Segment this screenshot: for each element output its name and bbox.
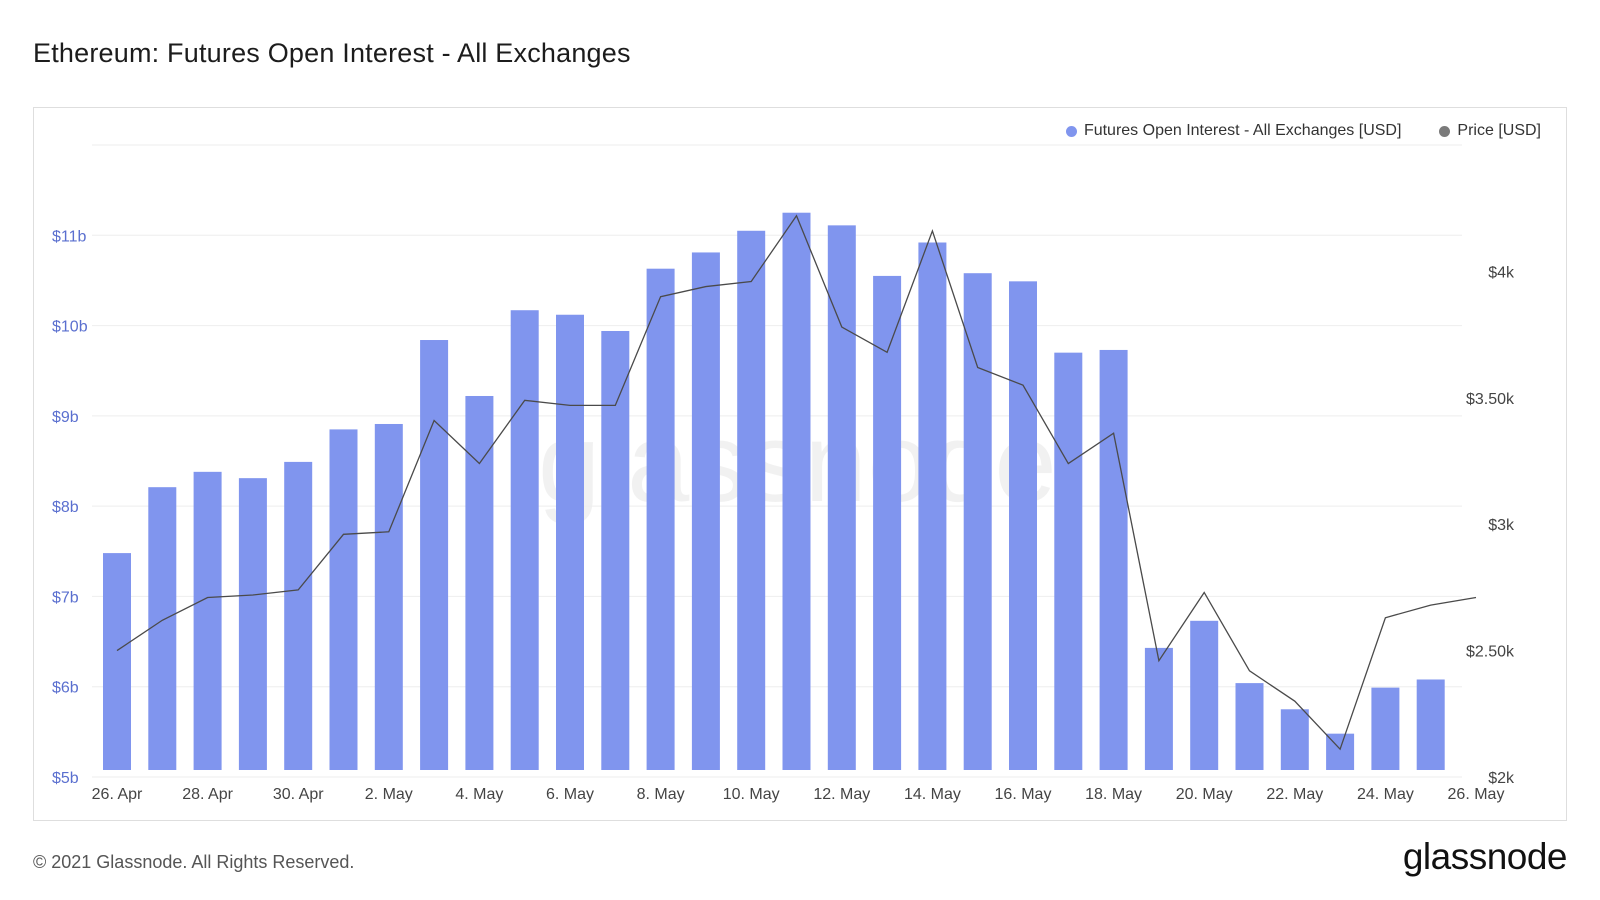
bar [737,230,766,770]
bar [1009,281,1037,770]
legend-item-open-interest[interactable]: Futures Open Interest - All Exchanges [U… [1065,122,1402,140]
chart-legend: Futures Open Interest - All Exchanges [U… [1065,122,1541,140]
legend-dot-open-interest [1065,125,1077,137]
copyright-footer: © 2021 Glassnode. All Rights Reserved. [33,852,355,872]
bar [420,340,449,770]
bar [1144,647,1173,770]
right-axis-tick-label: $2k [1488,770,1515,787]
x-axis-tick-label: 26. Apr [92,786,143,803]
bar [1371,687,1400,770]
bar [148,487,177,770]
left-axis-tick-label: $7b [52,589,79,606]
bar [1235,683,1264,770]
right-axis-tick-label: $3k [1488,517,1515,534]
bar [1280,709,1309,770]
bar [556,314,584,770]
bar [827,225,856,771]
bar [963,273,992,770]
left-axis-tick-label: $11b [52,228,87,245]
x-axis-tick-label: 18. May [1085,786,1142,803]
left-axis-tick-label: $6b [52,680,79,697]
x-axis-tick-label: 6. May [546,786,594,803]
x-axis-tick-label: 28. Apr [182,786,233,803]
x-axis-tick-label: 16. May [995,786,1052,803]
left-axis-tick-label: $10b [52,319,88,336]
chart-frame [33,107,1567,821]
x-axis-tick-label: 24. May [1357,786,1414,803]
bar [103,553,131,770]
left-axis-tick-label: $5b [52,770,79,787]
legend-label-price: Price [USD] [1457,122,1541,139]
x-axis-tick-label: 22. May [1266,786,1323,803]
bar [1416,679,1445,770]
bar [193,471,222,770]
bar [1190,620,1219,770]
bar [873,275,902,770]
bar [601,330,630,770]
glassnode-logo[interactable]: glassnode [1402,836,1568,877]
legend-label-open-interest: Futures Open Interest - All Exchanges [U… [1083,122,1402,139]
x-axis-tick-label: 2. May [365,786,413,803]
bar [465,395,494,770]
right-axis-tick-label: $3.50k [1466,391,1515,408]
bar [782,212,811,770]
left-axis-tick-label: $8b [52,499,79,516]
right-axis-tick-label: $4k [1488,264,1515,281]
bar [284,461,313,770]
x-axis-tick-label: 4. May [455,786,503,803]
x-axis-tick-label: 30. Apr [273,786,324,803]
x-axis-tick-label: 26. May [1448,786,1505,803]
chart-title: Ethereum: Futures Open Interest - All Ex… [33,38,631,68]
x-axis-tick-label: 20. May [1176,786,1233,803]
x-axis-tick-label: 14. May [904,786,961,803]
x-axis-tick-label: 8. May [637,786,685,803]
bar [329,429,358,770]
bar [691,252,720,770]
legend-dot-price [1439,125,1451,137]
bar [374,423,403,770]
bar [1099,349,1128,770]
left-axis-tick-label: $9b [52,409,79,426]
x-axis-tick-label: 12. May [813,786,870,803]
bar [1054,352,1083,770]
legend-item-price[interactable]: Price [USD] [1439,122,1541,140]
bar [238,478,267,770]
bar [510,310,539,770]
bar [646,268,675,770]
right-axis-tick-label: $2.50k [1466,644,1515,661]
bar [918,242,947,771]
x-axis-tick-label: 10. May [723,786,780,803]
